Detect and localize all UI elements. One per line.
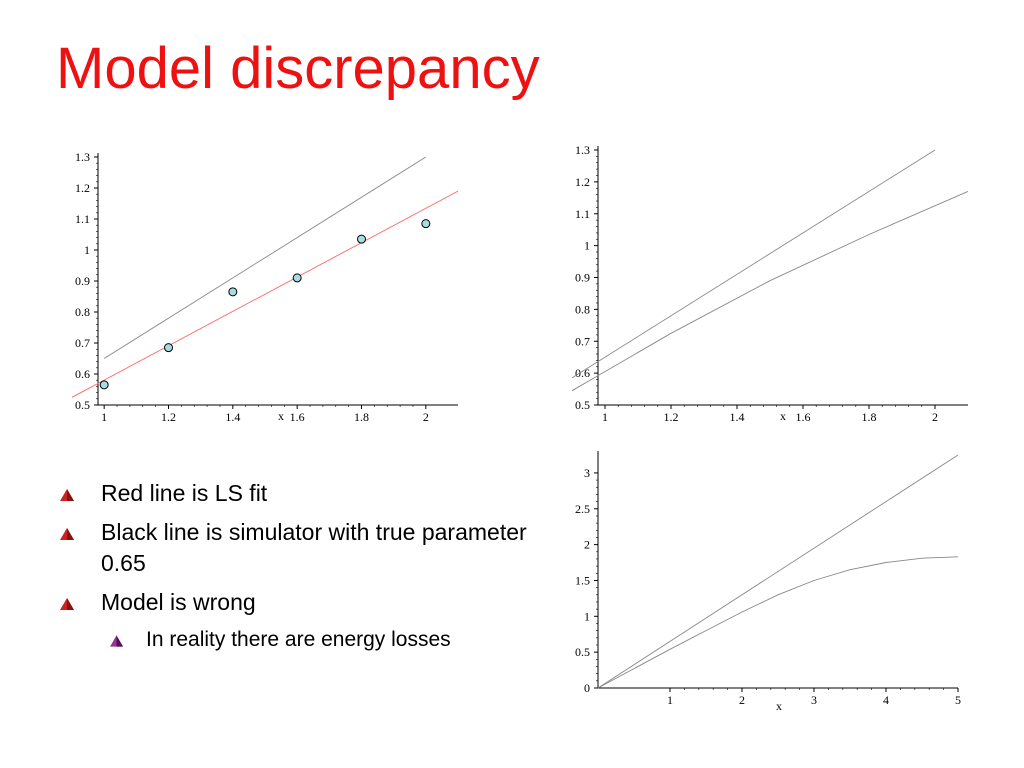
sub-bullet-text: In reality there are energy losses	[146, 628, 451, 651]
y-tick-label: 0.6	[575, 366, 590, 380]
x-tick-label: 1.8	[862, 410, 877, 424]
x-axis-label: x	[780, 409, 786, 423]
chart-scatter-ls-fit: 0.50.60.70.80.911.11.21.31 1.2 1.4 1.6 1.8 2 …	[71, 150, 459, 424]
bullet-triangle-icon	[60, 528, 74, 540]
series-line	[571, 190, 969, 392]
x-tick-label: 3	[811, 693, 817, 707]
chart-energy-losses: 0 0.5 1 1.5 2 2.5 3 1 2 3 4 5 x	[575, 451, 961, 713]
y-tick-label: 0.8	[75, 305, 90, 319]
y-tick-label: 1.1	[75, 212, 90, 226]
x-tick-label: 1.4	[730, 410, 745, 424]
bullet-list: Red line is LS fit Black line is simulat…	[60, 478, 530, 660]
sub-bullet-item: In reality there are energy losses	[60, 626, 530, 654]
x-axis-label: x	[278, 409, 284, 423]
x-tick-label: 2	[739, 693, 745, 707]
chart-simulator-vs-reality: 0.50.60.70.80.911.11.21.31 1.2 1.4 1.6 1.8 2 …	[571, 143, 969, 424]
y-tick-label: 0.7	[75, 336, 90, 350]
series-line	[571, 149, 936, 379]
bullet-item: Black line is simulator with true parame…	[60, 517, 530, 579]
x-tick-label: 1	[667, 693, 673, 707]
y-tick-label: 0.9	[75, 274, 90, 288]
x-tick-label: 2	[423, 410, 429, 424]
y-tick-label: 0.9	[575, 271, 590, 285]
data-point	[228, 287, 238, 297]
x-tick-label: 1.6	[796, 410, 811, 424]
slide-title: Model discrepancy	[56, 36, 540, 101]
y-tick-label: 1.1	[575, 207, 590, 221]
y-tick-label: 1.5	[575, 573, 590, 587]
y-tick-label: 2	[584, 538, 590, 552]
x-tick-label: 1	[602, 410, 608, 424]
bullet-triangle-icon	[60, 489, 74, 501]
x-tick-label: 1.4	[225, 410, 240, 424]
data-point	[292, 273, 302, 283]
x-tick-label: 4	[883, 693, 889, 707]
y-tick-label: 0.5	[575, 645, 590, 659]
x-tick-label: 1	[101, 410, 107, 424]
data-point	[164, 343, 173, 353]
series-line	[597, 556, 959, 689]
y-tick-label: 2.5	[575, 502, 590, 516]
x-axis-label: x	[776, 699, 782, 713]
x-tick-label: 1.8	[354, 410, 369, 424]
y-tick-label: 0.8	[575, 302, 590, 316]
sub-bullet-triangle-icon	[110, 635, 123, 647]
y-tick-label: 0.5	[75, 398, 90, 412]
bullet-text: Red line is LS fit	[101, 480, 268, 506]
y-tick-label: 1.3	[575, 143, 590, 157]
x-tick-label: 2	[932, 410, 938, 424]
x-tick-label: 5	[955, 693, 961, 707]
y-tick-label: 1	[584, 239, 590, 253]
x-tick-label: 1.2	[161, 410, 176, 424]
x-tick-label: 1.2	[664, 410, 679, 424]
y-tick-label: 1.2	[575, 175, 590, 189]
series-line	[597, 454, 959, 689]
series-line	[103, 156, 427, 359]
data-point	[421, 219, 431, 229]
data-point	[357, 234, 366, 244]
series-line	[71, 190, 459, 398]
bullet-text: Black line is simulator with true parame…	[101, 519, 527, 576]
y-tick-label: 1.3	[75, 150, 90, 164]
bullet-triangle-icon	[60, 598, 74, 610]
bullet-item: Model is wrong	[60, 587, 530, 618]
y-tick-label: 0	[584, 681, 590, 695]
x-tick-label: 1.6	[290, 410, 305, 424]
y-tick-label: 0.7	[575, 334, 590, 348]
data-point	[99, 380, 109, 390]
y-tick-label: 1	[584, 609, 590, 623]
y-tick-label: 1.2	[75, 181, 90, 195]
bullet-item: Red line is LS fit	[60, 478, 530, 509]
y-tick-label: 3	[584, 466, 590, 480]
y-tick-label: 0.6	[75, 367, 90, 381]
bullet-text: Model is wrong	[101, 589, 256, 615]
y-tick-label: 1	[84, 243, 90, 257]
y-tick-label: 0.5	[575, 398, 590, 412]
